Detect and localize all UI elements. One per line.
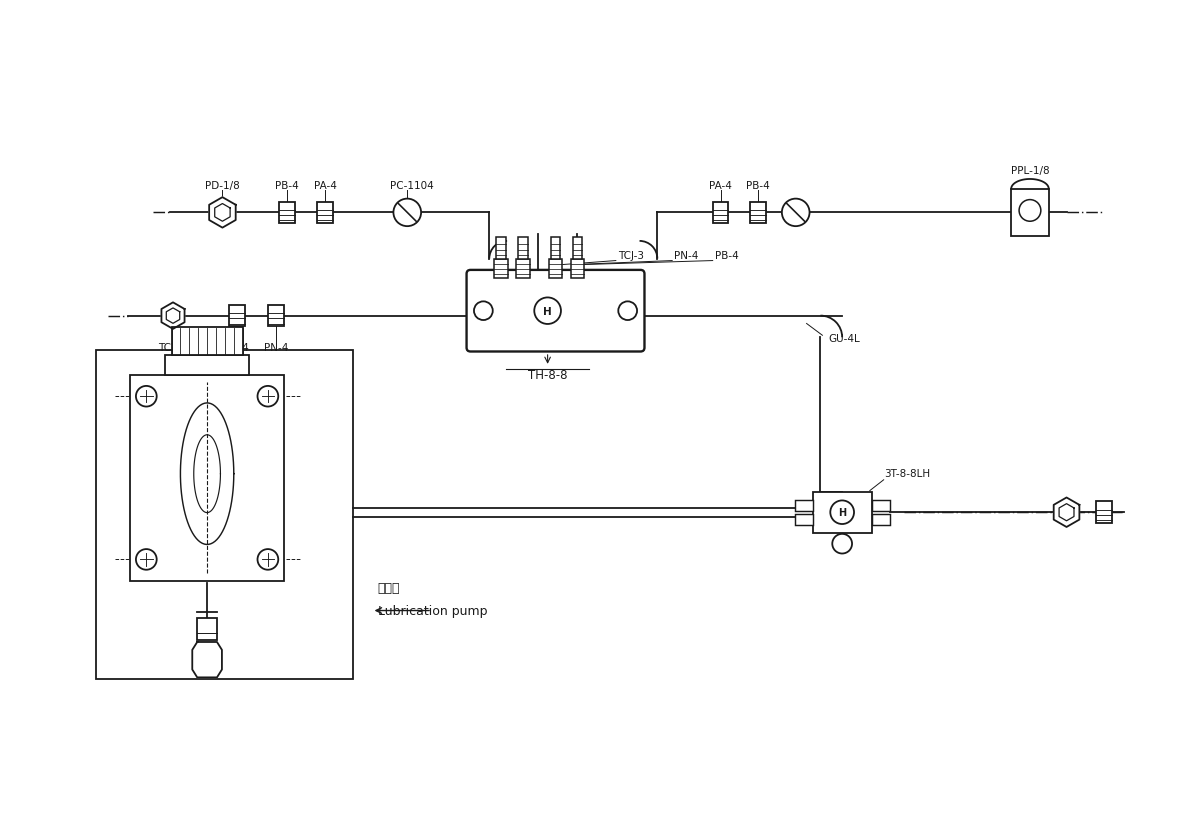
Circle shape: [136, 387, 157, 407]
Circle shape: [782, 199, 810, 227]
Text: 润滑泵: 润滑泵: [378, 581, 400, 595]
Text: PA-4: PA-4: [709, 180, 732, 191]
Text: H: H: [838, 508, 846, 518]
Text: PB-4: PB-4: [275, 180, 299, 191]
Bar: [96, 351, 353, 680]
Polygon shape: [1054, 498, 1079, 527]
Bar: [172, 328, 242, 355]
Text: TH-8-8: TH-8-8: [528, 369, 568, 382]
Text: H: H: [544, 306, 552, 316]
Polygon shape: [209, 198, 235, 229]
Circle shape: [394, 199, 421, 227]
Text: GU-4L: GU-4L: [828, 334, 860, 344]
Text: PB-4: PB-4: [226, 342, 250, 353]
Circle shape: [258, 550, 278, 570]
Bar: [317, 202, 334, 224]
Circle shape: [618, 302, 637, 321]
Bar: [551, 238, 560, 260]
Bar: [794, 514, 812, 525]
Bar: [812, 492, 872, 533]
Bar: [278, 202, 294, 224]
Bar: [570, 260, 584, 278]
Bar: [750, 202, 766, 224]
Bar: [548, 260, 562, 278]
Circle shape: [474, 302, 493, 321]
Text: PN-4: PN-4: [674, 251, 698, 260]
Bar: [1012, 189, 1049, 237]
Bar: [268, 305, 283, 327]
Bar: [516, 260, 529, 278]
Text: TCZ-1: TCZ-1: [158, 342, 188, 353]
Text: 3T-8-8LH: 3T-8-8LH: [883, 468, 930, 478]
Bar: [872, 500, 889, 511]
Text: Lubrication pump: Lubrication pump: [378, 604, 487, 618]
Circle shape: [830, 500, 854, 524]
Text: PB-4: PB-4: [746, 180, 770, 191]
Circle shape: [136, 550, 157, 570]
Bar: [1096, 502, 1112, 523]
FancyBboxPatch shape: [467, 270, 644, 352]
Text: PA-4: PA-4: [313, 180, 337, 191]
Bar: [166, 355, 250, 375]
Bar: [872, 514, 889, 525]
Text: PB-4: PB-4: [715, 251, 738, 260]
Text: TCJ-3: TCJ-3: [618, 251, 643, 260]
Bar: [131, 375, 283, 581]
Circle shape: [833, 534, 852, 554]
Bar: [794, 500, 812, 511]
Bar: [518, 238, 528, 260]
Bar: [572, 238, 582, 260]
Text: PC-1104: PC-1104: [390, 180, 434, 191]
Polygon shape: [192, 642, 222, 677]
Circle shape: [258, 387, 278, 407]
Bar: [497, 238, 506, 260]
Text: PN-4: PN-4: [264, 342, 288, 353]
Bar: [229, 305, 245, 327]
Polygon shape: [162, 303, 185, 329]
Circle shape: [534, 298, 560, 324]
Bar: [494, 260, 508, 278]
Text: PPL-1/8: PPL-1/8: [1010, 165, 1049, 176]
Bar: [197, 618, 217, 640]
Text: PD-1/8: PD-1/8: [205, 180, 240, 191]
Bar: [713, 202, 728, 224]
